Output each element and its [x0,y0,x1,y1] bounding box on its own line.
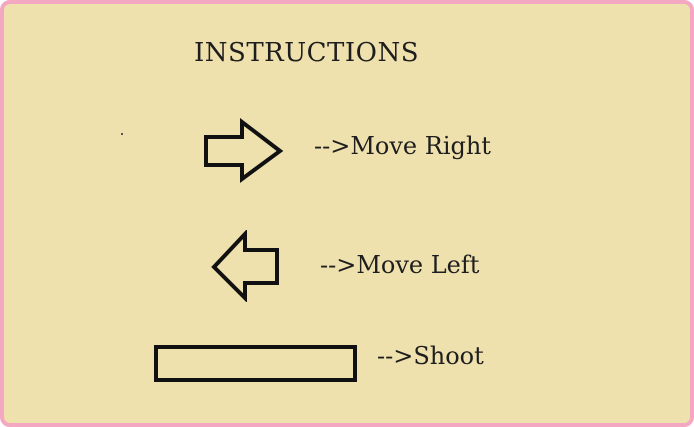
decorative-speck [121,133,123,135]
instructions-title: INSTRUCTIONS [194,38,420,68]
move-right-label: -->Move Right [314,132,491,160]
move-left-label: -->Move Left [320,251,480,279]
right-arrow-key-icon [204,118,284,183]
shoot-label: -->Shoot [377,342,484,370]
left-arrow-key-icon [211,230,279,302]
spacebar-key-icon [154,345,357,382]
